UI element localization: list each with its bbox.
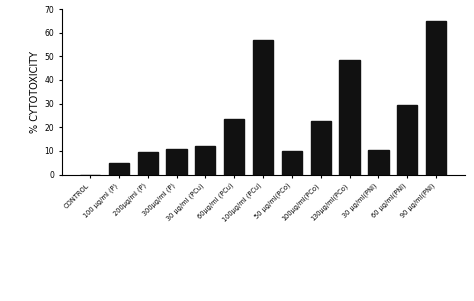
Bar (426, 21, 446, 175)
Bar (253, 40, 273, 175)
Bar (282, 151, 302, 175)
Bar (339, 60, 360, 175)
Y-axis label: % CYTOTOXICITY: % CYTOTOXICITY (30, 51, 40, 133)
Bar (368, 150, 389, 175)
Bar (195, 146, 216, 175)
Bar (397, 105, 418, 175)
Bar (310, 121, 331, 175)
Bar (137, 152, 158, 175)
Bar (224, 119, 244, 175)
Bar (109, 163, 129, 175)
Bar (166, 149, 187, 175)
